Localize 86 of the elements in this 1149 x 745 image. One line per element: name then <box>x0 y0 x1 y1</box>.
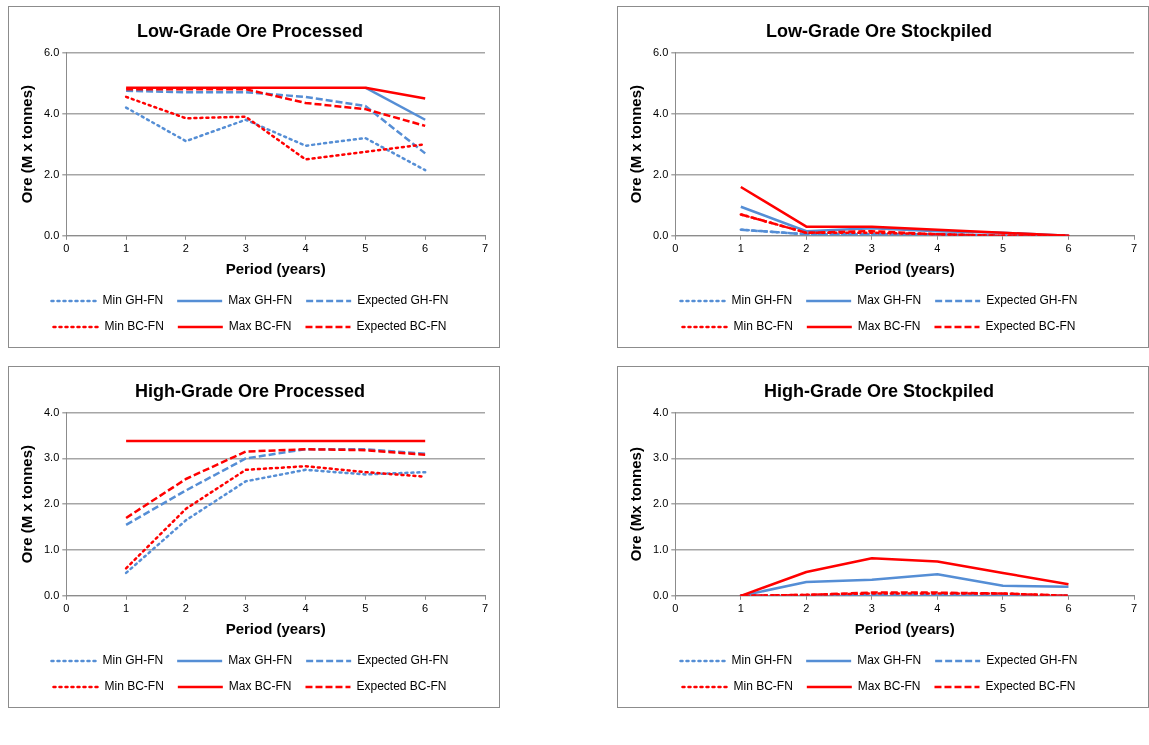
x-tick-label: 2 <box>803 602 810 615</box>
x-tick-label: 4 <box>934 602 941 615</box>
y-tick-label: 1.0 <box>43 543 60 556</box>
y-axis-title: Ore (M x tonnes) <box>627 85 645 204</box>
x-tick-label: 7 <box>481 242 489 255</box>
legend-label: Expected BC-FN <box>985 679 1076 694</box>
y-tick-label: 0.0 <box>652 228 669 241</box>
legend-label: Min GH-FN <box>731 653 793 668</box>
legend-label: Min BC-FN <box>733 679 793 694</box>
x-tick-label: 0 <box>63 602 70 615</box>
x-tick-label: 4 <box>302 242 309 255</box>
y-axis-title: Ore (M x tonnes) <box>18 85 36 204</box>
x-tick-label: 1 <box>737 242 744 255</box>
x-tick-label: 2 <box>803 242 810 255</box>
chart-title: Low-Grade Ore Stockpiled <box>765 20 993 41</box>
legend-label: Min BC-FN <box>104 679 164 694</box>
x-tick-label: 3 <box>868 602 875 615</box>
x-tick-label: 1 <box>123 242 130 255</box>
y-tick-label: 1.0 <box>652 543 669 556</box>
x-tick-label: 0 <box>672 242 679 255</box>
legend-label: Expected BC-FN <box>356 319 447 334</box>
y-tick-label: 2.0 <box>652 167 669 180</box>
legend-label: Max BC-FN <box>228 319 292 334</box>
x-tick-label: 6 <box>422 242 429 255</box>
x-axis-title: Period (years) <box>225 620 326 638</box>
y-axis-title: Ore (Mx tonnes) <box>627 447 645 562</box>
x-tick-label: 7 <box>1130 602 1138 615</box>
x-tick-label: 4 <box>934 242 941 255</box>
chart-title: High-Grade Ore Processed <box>134 380 366 401</box>
y-tick-label: 4.0 <box>43 106 60 119</box>
legend-label: Expected GH-FN <box>357 653 449 668</box>
legend-label: Min BC-FN <box>104 319 164 334</box>
legend-label: Min GH-FN <box>731 293 793 308</box>
y-tick-label: 2.0 <box>652 497 669 510</box>
x-tick-label: 3 <box>242 242 249 255</box>
legend-label: Min BC-FN <box>733 319 793 334</box>
x-tick-label: 1 <box>737 602 744 615</box>
x-tick-label: 7 <box>1130 242 1138 255</box>
x-tick-label: 5 <box>362 602 369 615</box>
legend-label: Min GH-FN <box>102 653 164 668</box>
legend-label: Expected BC-FN <box>985 319 1076 334</box>
x-tick-label: 6 <box>1065 242 1072 255</box>
legend-label: Max GH-FN <box>857 293 922 308</box>
y-tick-label: 0.0 <box>652 588 669 601</box>
legend-label: Max GH-FN <box>857 653 922 668</box>
y-tick-label: 0.0 <box>43 228 60 241</box>
y-tick-label: 2.0 <box>43 167 60 180</box>
x-axis-title: Period (years) <box>854 260 955 278</box>
x-tick-label: 0 <box>63 242 70 255</box>
legend-label: Max BC-FN <box>228 679 292 694</box>
x-tick-label: 2 <box>182 602 189 615</box>
y-tick-label: 4.0 <box>652 405 669 418</box>
legend-label: Expected GH-FN <box>986 653 1078 668</box>
legend-label: Max BC-FN <box>857 679 921 694</box>
legend-label: Expected GH-FN <box>986 293 1078 308</box>
chart-title: Low-Grade Ore Processed <box>136 20 364 41</box>
y-tick-label: 0.0 <box>43 588 60 601</box>
legend-label: Expected BC-FN <box>356 679 447 694</box>
legend-label: Max GH-FN <box>228 653 293 668</box>
x-tick-label: 1 <box>123 602 130 615</box>
legend-label: Min GH-FN <box>102 293 164 308</box>
legend-label: Max GH-FN <box>228 293 293 308</box>
y-tick-label: 4.0 <box>652 106 669 119</box>
x-tick-label: 3 <box>242 602 249 615</box>
y-tick-label: 3.0 <box>43 451 60 464</box>
x-tick-label: 2 <box>182 242 189 255</box>
x-tick-label: 5 <box>999 602 1006 615</box>
chart-title: High-Grade Ore Stockpiled <box>763 380 995 401</box>
x-tick-label: 6 <box>1065 602 1072 615</box>
x-tick-label: 4 <box>302 602 309 615</box>
x-tick-label: 5 <box>362 242 369 255</box>
x-tick-label: 7 <box>481 602 489 615</box>
y-tick-label: 6.0 <box>652 45 669 58</box>
y-tick-label: 3.0 <box>652 451 669 464</box>
x-tick-label: 5 <box>999 242 1006 255</box>
x-tick-label: 0 <box>672 602 679 615</box>
y-tick-label: 6.0 <box>43 45 60 58</box>
x-tick-label: 3 <box>868 242 875 255</box>
y-tick-label: 4.0 <box>43 405 60 418</box>
legend-label: Max BC-FN <box>857 319 921 334</box>
x-axis-title: Period (years) <box>225 260 326 278</box>
x-axis-title: Period (years) <box>854 620 955 638</box>
x-tick-label: 6 <box>422 602 429 615</box>
y-tick-label: 2.0 <box>43 497 60 510</box>
y-axis-title: Ore (M x tonnes) <box>18 445 36 564</box>
legend-label: Expected GH-FN <box>357 293 449 308</box>
